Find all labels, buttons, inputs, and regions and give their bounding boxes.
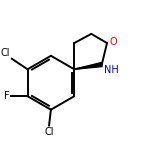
Text: O: O <box>110 37 117 47</box>
Text: NH: NH <box>104 65 119 75</box>
Text: Cl: Cl <box>1 48 10 58</box>
Polygon shape <box>74 62 102 69</box>
Text: F: F <box>4 91 10 101</box>
Text: Cl: Cl <box>44 127 54 137</box>
